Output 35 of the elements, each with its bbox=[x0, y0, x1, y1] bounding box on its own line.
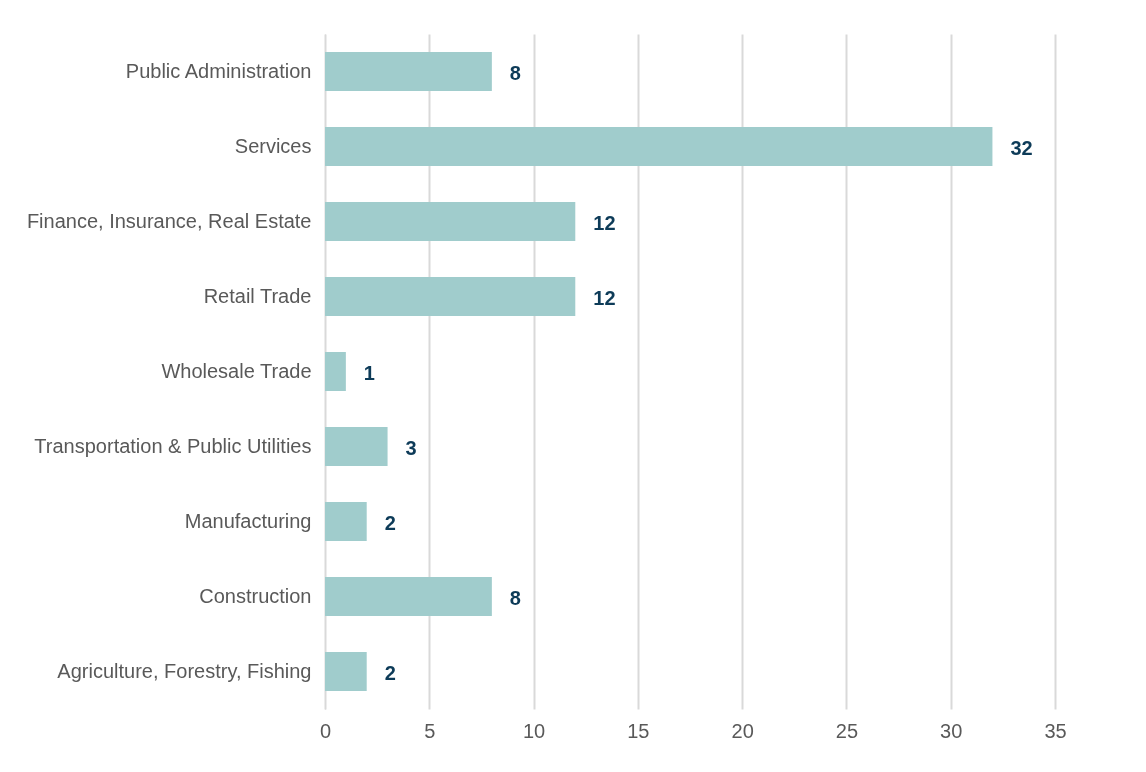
y-tick-label: Manufacturing bbox=[184, 509, 312, 532]
data-label: 2 bbox=[384, 511, 396, 534]
data-label: 12 bbox=[593, 286, 616, 309]
x-tick-label: 25 bbox=[835, 719, 859, 742]
x-tick-label: 30 bbox=[940, 719, 963, 742]
x-tick-label: 20 bbox=[731, 719, 754, 742]
data-label: 1 bbox=[363, 361, 375, 384]
y-tick-label: Construction bbox=[199, 584, 312, 607]
bar bbox=[325, 427, 388, 466]
data-label: 8 bbox=[509, 61, 521, 84]
data-label: 2 bbox=[384, 661, 396, 684]
x-tick-label: 0 bbox=[319, 719, 332, 742]
data-label: 32 bbox=[1010, 136, 1033, 159]
data-label: 3 bbox=[405, 436, 417, 459]
x-tick-label: 10 bbox=[522, 719, 546, 742]
bar bbox=[325, 202, 576, 241]
data-label: 8 bbox=[509, 586, 521, 609]
y-tick-label: Transportation & Public Utilities bbox=[34, 434, 312, 457]
bar bbox=[325, 52, 492, 91]
bar bbox=[325, 652, 367, 691]
x-tick-label: 5 bbox=[424, 719, 436, 742]
bar bbox=[325, 577, 492, 616]
y-tick-label: Finance, Insurance, Real Estate bbox=[26, 209, 312, 232]
bar bbox=[325, 502, 367, 541]
bar bbox=[325, 127, 993, 166]
bar bbox=[325, 352, 346, 391]
data-label: 12 bbox=[593, 211, 616, 234]
y-tick-label: Wholesale Trade bbox=[161, 359, 312, 382]
y-tick-label: Services bbox=[234, 134, 312, 157]
y-tick-label: Public Administration bbox=[125, 59, 312, 82]
y-tick-label: Retail Trade bbox=[203, 284, 312, 307]
x-tick-label: 15 bbox=[627, 719, 650, 742]
y-tick-label: Agriculture, Forestry, Fishing bbox=[57, 659, 312, 682]
bar bbox=[325, 277, 576, 316]
x-tick-label: 35 bbox=[1044, 719, 1067, 742]
